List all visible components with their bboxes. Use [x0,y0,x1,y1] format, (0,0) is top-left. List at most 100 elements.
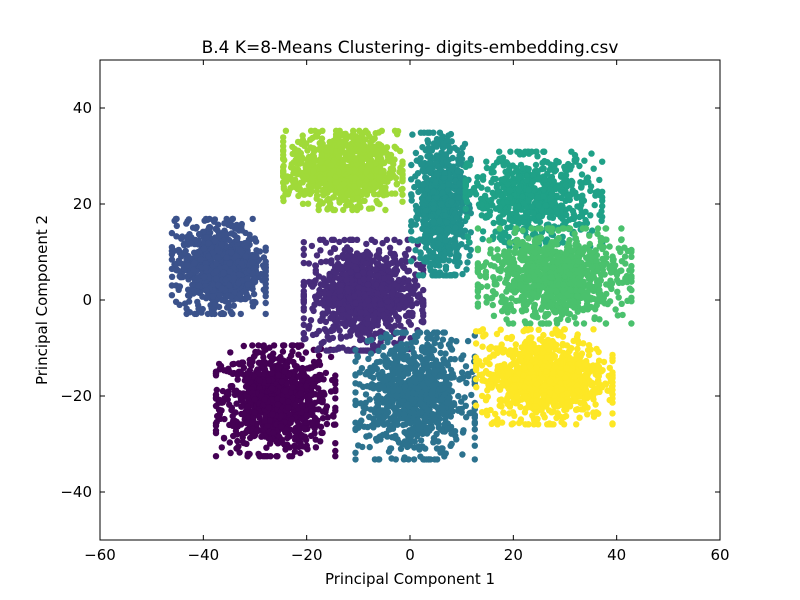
data-point [194,298,201,306]
data-point [402,312,410,320]
data-point [322,258,330,265]
data-point [590,165,597,172]
data-point [377,418,384,425]
data-point [291,443,299,450]
data-point [267,453,274,460]
data-point [375,408,382,415]
data-point [391,236,398,243]
data-point [462,363,470,370]
data-point [226,268,233,275]
data-point [233,221,240,229]
data-point [414,179,422,186]
data-point [433,272,440,279]
data-point [186,270,194,278]
data-point [449,408,456,415]
data-point [324,333,331,341]
data-point [407,296,414,303]
data-point [429,361,436,368]
data-point [230,274,238,282]
data-point [352,456,359,463]
data-point [282,426,290,433]
data-point [320,338,327,346]
data-point [339,344,346,351]
data-point [319,398,326,406]
data-point [573,155,580,163]
data-point [278,436,286,443]
data-point [215,406,223,413]
data-point [394,417,401,424]
data-point [540,193,547,200]
data-point [269,411,276,418]
data-point [238,421,245,428]
data-point [400,348,407,355]
data-point [453,214,460,221]
data-point [172,215,180,223]
data-point [410,349,417,357]
data-point [500,162,507,169]
data-point [410,390,417,397]
data-point [174,267,182,274]
data-point [379,384,387,391]
data-point [408,395,415,402]
data-point [353,236,361,243]
data-point [428,254,435,261]
data-point [561,163,568,171]
data-point [313,252,321,259]
data-point [176,249,183,256]
data-point [317,247,324,254]
data-point [366,413,373,421]
data-point [409,131,416,138]
data-point [221,415,228,423]
data-point [168,292,176,299]
data-point [307,432,315,440]
data-point [301,425,308,432]
data-point [429,411,437,418]
data-point [303,419,310,426]
data-point [236,271,243,278]
data-point [410,456,418,463]
data-point [433,445,441,452]
data-point [453,338,460,345]
data-point [299,403,306,410]
data-point [282,387,289,395]
data-point [387,445,394,452]
data-point [295,373,303,380]
data-point [220,434,228,442]
data-point [233,387,240,394]
data-point [212,453,220,460]
data-point [451,241,458,248]
data-point [397,335,405,343]
data-point [507,148,514,155]
data-point [371,456,379,463]
data-point [312,444,320,451]
data-point [367,372,374,380]
data-point [365,275,373,283]
data-point [474,174,481,181]
data-point [442,266,450,273]
data-point [386,244,394,251]
data-point [417,129,425,136]
data-point [460,374,467,381]
data-point [351,293,358,300]
data-point [381,256,388,263]
data-point [277,356,285,363]
data-point [356,315,364,322]
data-point [360,404,367,411]
data-point [359,336,366,343]
data-point [287,389,294,396]
data-point [311,301,318,308]
data-point [417,437,425,444]
data-point [407,339,415,347]
data-point [315,385,322,392]
data-point [302,349,310,356]
data-point [185,254,193,261]
data-point [427,267,434,274]
data-point [262,267,269,274]
data-point [367,350,375,357]
data-point [312,262,319,269]
data-point [186,290,193,298]
data-point [298,432,306,439]
data-point [261,417,268,424]
data-point [278,423,285,430]
data-point [424,341,431,348]
